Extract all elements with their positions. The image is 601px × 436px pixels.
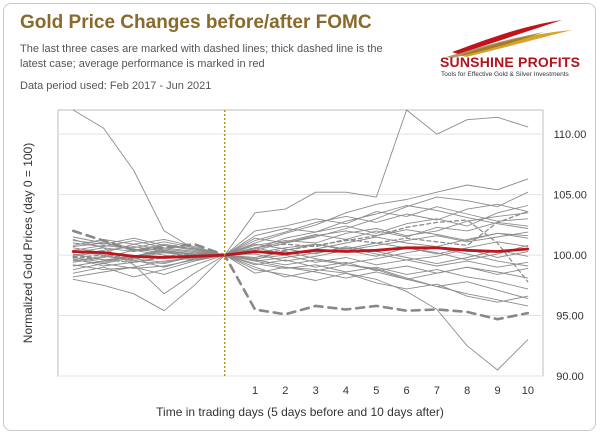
logo-swoosh-icon xyxy=(446,20,572,58)
x-axis-ticks: 1 2 3 4 5 6 7 8 9 10 xyxy=(252,385,534,397)
average-series-line xyxy=(71,246,530,259)
series-layer xyxy=(71,109,530,371)
series-line xyxy=(72,212,529,271)
logo-tagline: Tools for Effective Gold & Silver Invest… xyxy=(441,71,569,78)
y-axis-label: Normalized Gold Prices (day 0 = 100) xyxy=(21,143,35,343)
x-tick-label: 4 xyxy=(343,385,349,397)
chart-subtitle: The last three cases are marked with das… xyxy=(20,43,383,70)
x-tick-label: 9 xyxy=(494,385,500,397)
series-line xyxy=(72,254,529,290)
series-line xyxy=(72,251,529,268)
series-line xyxy=(72,231,529,256)
x-tick-label: 7 xyxy=(434,385,440,397)
x-axis-label: Time in trading days (5 days before and … xyxy=(156,405,444,419)
series-line xyxy=(72,229,529,256)
chart-title: Gold Price Changes before/after FOMC xyxy=(20,12,372,33)
y-tick-label: 90.00 xyxy=(556,371,584,383)
y-tick-label: 110.00 xyxy=(554,129,587,141)
series-line xyxy=(72,254,529,300)
x-tick-label: 10 xyxy=(522,385,534,397)
data-period-note: Data period used: Feb 2017 - Jun 2021 xyxy=(20,80,212,92)
series-line xyxy=(72,109,529,371)
sunshine-profits-logo: SUNSHINE PROFITS Tools for Effective Gol… xyxy=(440,18,580,80)
x-tick-label: 8 xyxy=(464,385,470,397)
recent-case-line xyxy=(72,219,529,283)
y-axis-ticks: 90.00 95.00 100.00 105.00 110.00 xyxy=(553,129,587,383)
x-tick-label: 1 xyxy=(252,385,258,397)
series-line xyxy=(72,203,529,256)
series-line xyxy=(72,221,529,312)
x-tick-label: 5 xyxy=(373,385,379,397)
y-tick-label: 105.00 xyxy=(553,190,587,202)
x-tick-label: 6 xyxy=(404,385,410,397)
logo-name: SUNSHINE PROFITS xyxy=(440,54,581,70)
series-line xyxy=(72,206,529,256)
y-tick-label: 95.00 xyxy=(556,311,584,323)
x-tick-label: 3 xyxy=(313,385,319,397)
series-line xyxy=(72,191,529,265)
y-tick-label: 100.00 xyxy=(553,250,587,262)
series-line xyxy=(72,238,529,295)
latest-case-line xyxy=(71,229,530,321)
series-line xyxy=(72,109,529,278)
x-tick-label: 2 xyxy=(282,385,288,397)
recent-case-line xyxy=(72,210,529,260)
